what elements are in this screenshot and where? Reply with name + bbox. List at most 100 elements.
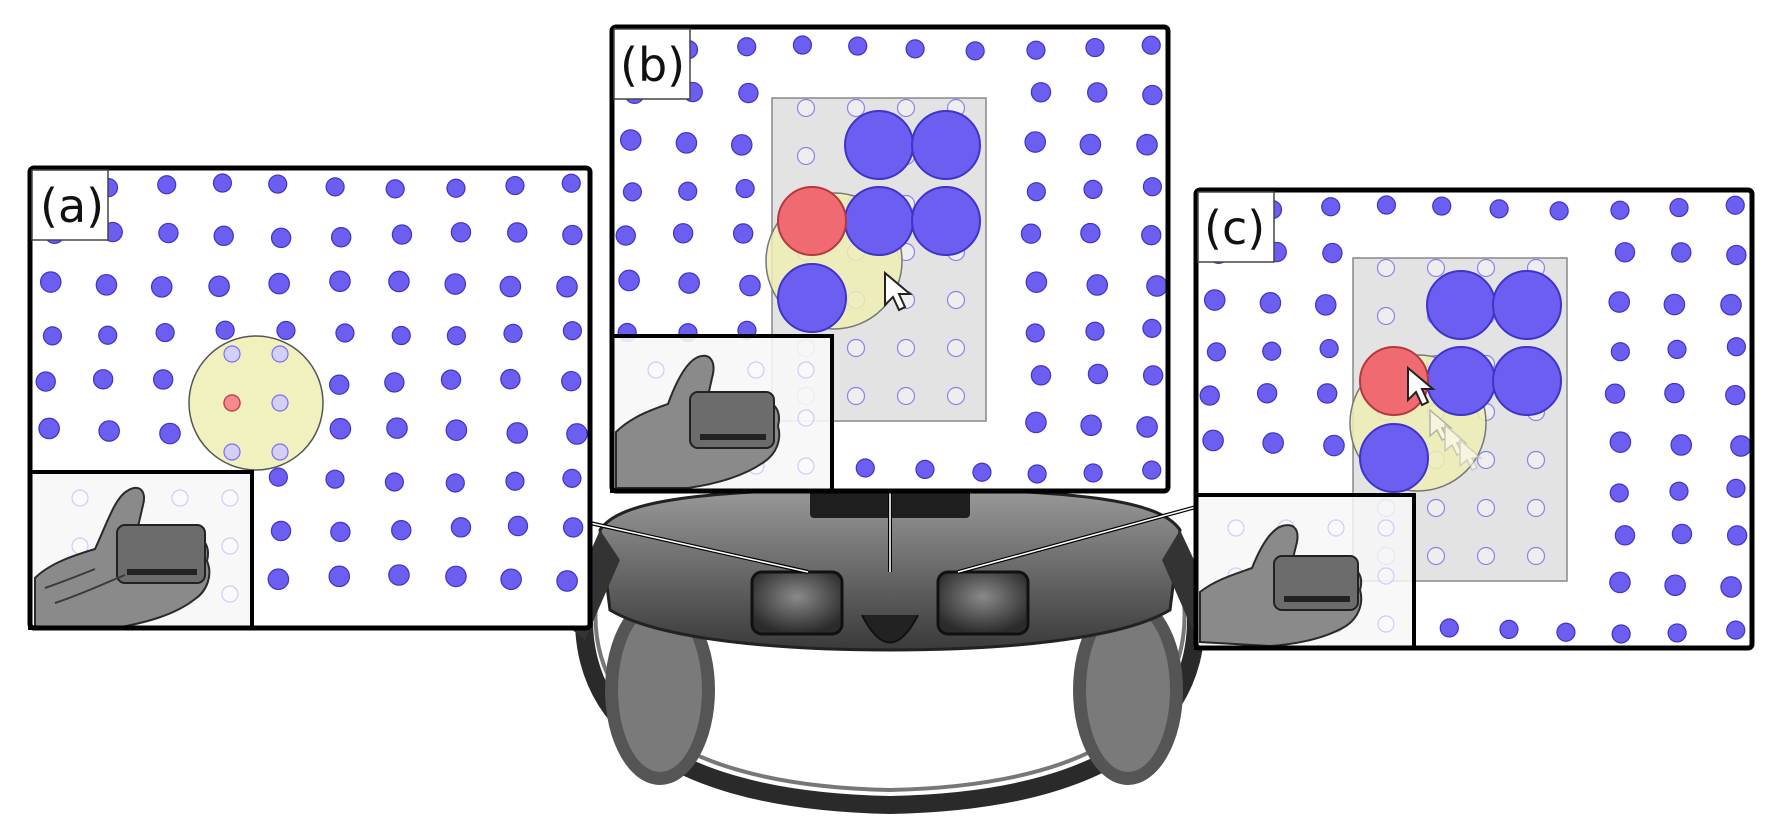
- connector-lines-inner: [589, 492, 1197, 573]
- grid-dot: [507, 222, 528, 243]
- grid-dot: [737, 37, 757, 57]
- grid-dot: [330, 227, 352, 248]
- grid-dot: [1609, 483, 1629, 503]
- dot-grid: [615, 35, 1168, 484]
- grid-dot: [1611, 624, 1631, 644]
- grid-dot: [1726, 337, 1746, 357]
- grid-dot: [507, 515, 529, 537]
- grid-dot: [1476, 258, 1496, 278]
- panel-label: (b): [620, 38, 685, 92]
- grid-dot: [325, 469, 345, 489]
- grid-dot: [1316, 383, 1338, 404]
- hand-inset: [610, 334, 834, 493]
- grid-dot: [171, 489, 189, 507]
- grid-dot: [1083, 463, 1103, 483]
- grid-dot: [1256, 383, 1278, 404]
- grid-dot: [158, 222, 179, 244]
- grid-dot: [1083, 179, 1103, 200]
- grid-dot: [678, 272, 700, 294]
- mouse-cursor-icon: [1407, 365, 1436, 407]
- grid-dot: [500, 368, 521, 390]
- grid-dot: [1136, 416, 1158, 438]
- grid-dot: [738, 82, 759, 104]
- grid-dot: [797, 361, 815, 379]
- hand-inset: [1194, 493, 1416, 650]
- grid-dot: [1080, 222, 1101, 244]
- grid-dot: [1526, 546, 1546, 566]
- grid-dot: [1663, 293, 1686, 316]
- grid-dot: [221, 489, 239, 507]
- grid-dot: [440, 369, 462, 390]
- grid-dot: [1142, 365, 1164, 386]
- grid-dot: [267, 568, 290, 591]
- panel-label-box: [613, 28, 691, 100]
- grid-dot: [848, 36, 868, 56]
- grid-dot: [1026, 182, 1046, 202]
- grid-dot: [896, 386, 916, 406]
- grid-dot: [270, 520, 292, 542]
- grid-dot: [896, 98, 916, 118]
- grid-dot: [1377, 519, 1395, 537]
- grid-dot: [1526, 498, 1546, 518]
- grid-dot: [1199, 385, 1220, 406]
- grid-dot: [1025, 411, 1047, 434]
- grid-dot: [35, 371, 56, 392]
- grid-dot: [1671, 242, 1692, 263]
- grid-dot: [1720, 293, 1742, 316]
- grid-dot: [1556, 622, 1576, 642]
- grid-dot: [155, 322, 175, 343]
- grid-dot: [271, 394, 289, 412]
- grid-dot: [618, 269, 640, 292]
- grid-dot: [1609, 571, 1631, 594]
- grid-dot: [1087, 82, 1108, 103]
- grid-dot: [647, 361, 665, 379]
- grid-dot: [1136, 133, 1158, 156]
- grid-dot: [503, 323, 523, 344]
- grid-dot: [1080, 414, 1102, 437]
- grid-dot: [391, 224, 413, 245]
- grid-dot: [1610, 200, 1630, 220]
- grid-dot: [1376, 306, 1396, 326]
- grid-dot: [223, 443, 241, 461]
- grid-dot: [499, 275, 522, 298]
- grid-dot: [675, 132, 698, 154]
- grid-dot: [672, 223, 694, 244]
- grid-dot: [1614, 242, 1636, 263]
- panel-c: (c): [1193, 187, 1755, 651]
- grid-dot: [1259, 292, 1282, 314]
- grid-dot: [71, 489, 89, 507]
- grid-dot: [1026, 40, 1046, 60]
- grid-dot: [562, 517, 584, 538]
- grid-dot: [846, 98, 866, 118]
- grid-dot: [38, 417, 60, 440]
- grid-dot: [386, 417, 408, 439]
- grid-dot: [221, 537, 239, 555]
- grid-dot: [1079, 133, 1102, 156]
- grid-dot: [1376, 195, 1397, 215]
- grid-dot: [797, 409, 815, 427]
- grid-dot: [1671, 523, 1693, 545]
- grid-dot: [98, 325, 118, 345]
- grid-dot: [505, 471, 525, 491]
- dot-grid: [35, 173, 588, 592]
- grid-dot: [1262, 432, 1284, 454]
- grid-dot: [562, 321, 582, 341]
- grid-dot: [384, 372, 405, 393]
- grid-dot: [213, 225, 234, 247]
- grid-dot: [1141, 224, 1162, 246]
- grid-dot: [562, 224, 583, 246]
- grid-dot: [271, 345, 289, 363]
- grid-dot: [328, 565, 351, 588]
- grid-dot: [1262, 341, 1282, 361]
- grid-dot: [329, 270, 351, 293]
- grid-dot: [1321, 197, 1341, 217]
- grid-dot: [846, 338, 866, 358]
- grid-dot: [561, 173, 581, 193]
- grid-dot: [391, 520, 412, 541]
- grid-dot: [1426, 258, 1446, 278]
- grid-dot: [946, 386, 966, 406]
- grid-dot: [445, 473, 465, 493]
- panel-label-box: [31, 169, 109, 241]
- grid-dot: [561, 370, 582, 392]
